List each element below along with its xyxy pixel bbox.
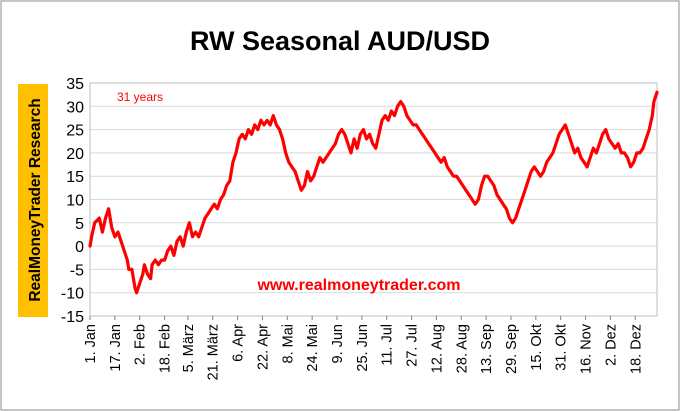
y-tick-label: 25 <box>66 123 84 140</box>
y-tick-label: 35 <box>66 76 84 93</box>
x-tick-label: 18. Dez <box>628 324 644 374</box>
series-layer <box>88 90 659 295</box>
annotation-years: 31 years <box>117 90 163 104</box>
x-tick-label: 1. Jan <box>83 324 99 364</box>
x-tick-label: 15. Okt <box>529 324 545 371</box>
y-tick-label: -10 <box>61 286 84 303</box>
x-tick-label: 28. Aug <box>454 324 470 373</box>
x-tick-label: 2. Dez <box>603 324 619 366</box>
x-tick-label: 22. Apr <box>255 324 271 370</box>
ylabel-background <box>18 84 48 317</box>
y-tick-label: 30 <box>66 99 84 116</box>
x-tick-label: 25. Jun <box>355 324 371 372</box>
plot-area <box>89 82 658 317</box>
axes: -15 -10 -5 0 5 10 15 20 25 30 35 1. Jan 17. Jan 2. Fe… <box>61 76 644 380</box>
x-tick-label: 11. Jul <box>380 324 396 366</box>
x-tick-label: 29. Sep <box>504 324 520 374</box>
y-tick-label: 10 <box>66 193 84 210</box>
x-tick-label: 18. Feb <box>158 324 174 373</box>
y-tick-label: -5 <box>70 262 84 279</box>
x-tick-label: 12. Aug <box>429 324 445 373</box>
x-tick-label: 8. Mai <box>280 324 296 364</box>
x-tick-label: 27. Jul <box>405 324 421 367</box>
series-line <box>88 90 659 295</box>
watermark-url: www.realmoneytrader.com <box>256 277 460 294</box>
x-tick-label: 24. Mai <box>305 324 321 372</box>
x-tick-label: 21. März <box>206 324 222 380</box>
y-tick-label: 5 <box>75 216 84 233</box>
y-axis-label: RealMoneyTrader Research <box>27 98 44 301</box>
grid <box>89 82 658 317</box>
x-tick-label: 16. Nov <box>579 323 595 374</box>
x-tick-label: 13. Sep <box>479 324 495 374</box>
x-tick-label: 5. März <box>181 324 197 372</box>
y-tick-label: 15 <box>66 169 84 186</box>
y-tick-label: 0 <box>75 239 84 256</box>
x-tick-label: 6. Apr <box>231 324 247 362</box>
x-tick-label: 2. Feb <box>133 324 149 365</box>
x-tick-label: 9. Jun <box>330 324 346 364</box>
chart-title: RW Seasonal AUD/USD <box>190 26 490 56</box>
x-tick-label: 31. Okt <box>554 324 570 371</box>
y-tick-label: -15 <box>61 309 84 326</box>
x-tick-label: 17. Jan <box>108 324 124 372</box>
y-tick-label: 20 <box>66 146 84 163</box>
